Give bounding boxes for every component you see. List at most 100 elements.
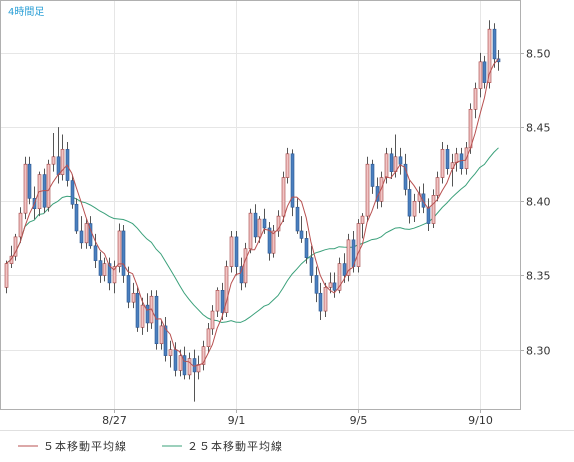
- candle-up: [435, 177, 440, 196]
- candle-up: [201, 346, 206, 365]
- candle-up: [431, 195, 436, 224]
- candle-up: [206, 328, 211, 347]
- candle-up: [23, 163, 28, 214]
- candle-up: [4, 263, 9, 288]
- ma25-series: [5, 147, 499, 324]
- candle-down: [70, 180, 75, 205]
- candle-down: [482, 61, 487, 83]
- legend-ma25-label: ２５本移動平均線: [187, 439, 283, 453]
- y-tick-label: 8.40: [526, 196, 551, 209]
- candle-up: [159, 325, 164, 345]
- candle-down: [27, 163, 32, 199]
- candle-up: [337, 263, 342, 291]
- candle-up: [60, 149, 65, 175]
- candle-down: [74, 203, 79, 232]
- candle-down: [145, 304, 150, 324]
- candle-down: [239, 266, 244, 284]
- candle-down: [262, 218, 267, 229]
- candle-down: [154, 295, 159, 345]
- candle-down: [253, 212, 258, 238]
- candle-down: [398, 156, 403, 165]
- timeframe-label: 4時間足: [8, 6, 44, 18]
- candle-down: [445, 149, 450, 169]
- legend-ma5-label: ５本移動平均線: [43, 439, 127, 453]
- candle-up: [18, 212, 23, 238]
- candle-down: [426, 206, 431, 224]
- candle-up: [229, 236, 234, 267]
- candle-down: [332, 282, 337, 291]
- candle-down: [182, 355, 187, 376]
- legend: ５本移動平均線 ２５本移動平均線: [18, 439, 283, 453]
- candle-down: [299, 230, 304, 239]
- candle-down: [163, 325, 168, 356]
- candle-up: [102, 263, 107, 276]
- candle-up: [224, 266, 229, 313]
- candle-down: [295, 206, 300, 232]
- candle-down: [407, 189, 412, 217]
- candle-down: [389, 153, 394, 172]
- candle-up: [257, 218, 262, 238]
- candle-up: [271, 230, 276, 254]
- candle-down: [342, 263, 347, 276]
- candle-up: [468, 109, 473, 149]
- candle-down: [98, 260, 103, 276]
- candle-down: [309, 257, 314, 276]
- candle-up: [117, 230, 122, 267]
- candle-up: [187, 358, 192, 376]
- candle-down: [88, 223, 93, 247]
- grid-lines: [1, 1, 520, 409]
- x-tick-label: 9/1: [228, 414, 246, 427]
- candle-up: [210, 310, 215, 330]
- candle-down: [234, 236, 239, 267]
- plot-area: [0, 0, 521, 410]
- candle-down: [370, 163, 375, 187]
- candle-down: [192, 358, 197, 373]
- candle-up: [131, 292, 136, 303]
- candle-up: [178, 355, 183, 371]
- candle-down: [93, 245, 98, 261]
- candle-down: [107, 263, 112, 284]
- candle-up: [328, 282, 333, 288]
- candle-up: [243, 248, 248, 284]
- candle-down: [267, 227, 272, 254]
- candle-up: [440, 149, 445, 178]
- candle-up: [323, 287, 328, 312]
- candle-up: [112, 266, 117, 284]
- candle-up: [51, 156, 56, 165]
- candle-down: [121, 230, 126, 276]
- candle-up: [13, 236, 18, 257]
- candle-down: [290, 153, 295, 208]
- candle-down: [173, 349, 178, 371]
- y-tick-label: 8.45: [526, 122, 551, 135]
- x-tick-label: 8/27: [102, 414, 127, 427]
- ma25-line: [5, 147, 499, 324]
- candle-up: [473, 88, 478, 110]
- candle-up: [487, 28, 492, 83]
- candle-down: [421, 193, 426, 208]
- candle-up: [281, 177, 286, 217]
- candle-down: [318, 292, 323, 312]
- candle-up: [285, 153, 290, 178]
- candle-up: [360, 215, 365, 224]
- candle-up: [84, 223, 89, 244]
- candle-up: [365, 163, 370, 217]
- candle-up: [478, 61, 483, 89]
- candle-up: [140, 304, 145, 328]
- candle-up: [356, 223, 361, 267]
- x-axis: 8/27 9/1 9/5 9/10: [102, 409, 493, 427]
- candle-down: [65, 149, 70, 181]
- x-tick-label: 9/5: [350, 414, 368, 427]
- candle-up: [248, 212, 253, 250]
- candle-down: [220, 290, 225, 313]
- ma5-line: [5, 58, 499, 367]
- candle-up: [412, 200, 417, 217]
- candle-down: [56, 156, 61, 175]
- candle-up: [168, 349, 173, 356]
- y-tick-label: 8.30: [526, 345, 551, 358]
- candle-up: [384, 153, 389, 178]
- candle-down: [79, 230, 84, 244]
- y-tick-label: 8.35: [526, 270, 551, 283]
- candle-down: [135, 292, 140, 328]
